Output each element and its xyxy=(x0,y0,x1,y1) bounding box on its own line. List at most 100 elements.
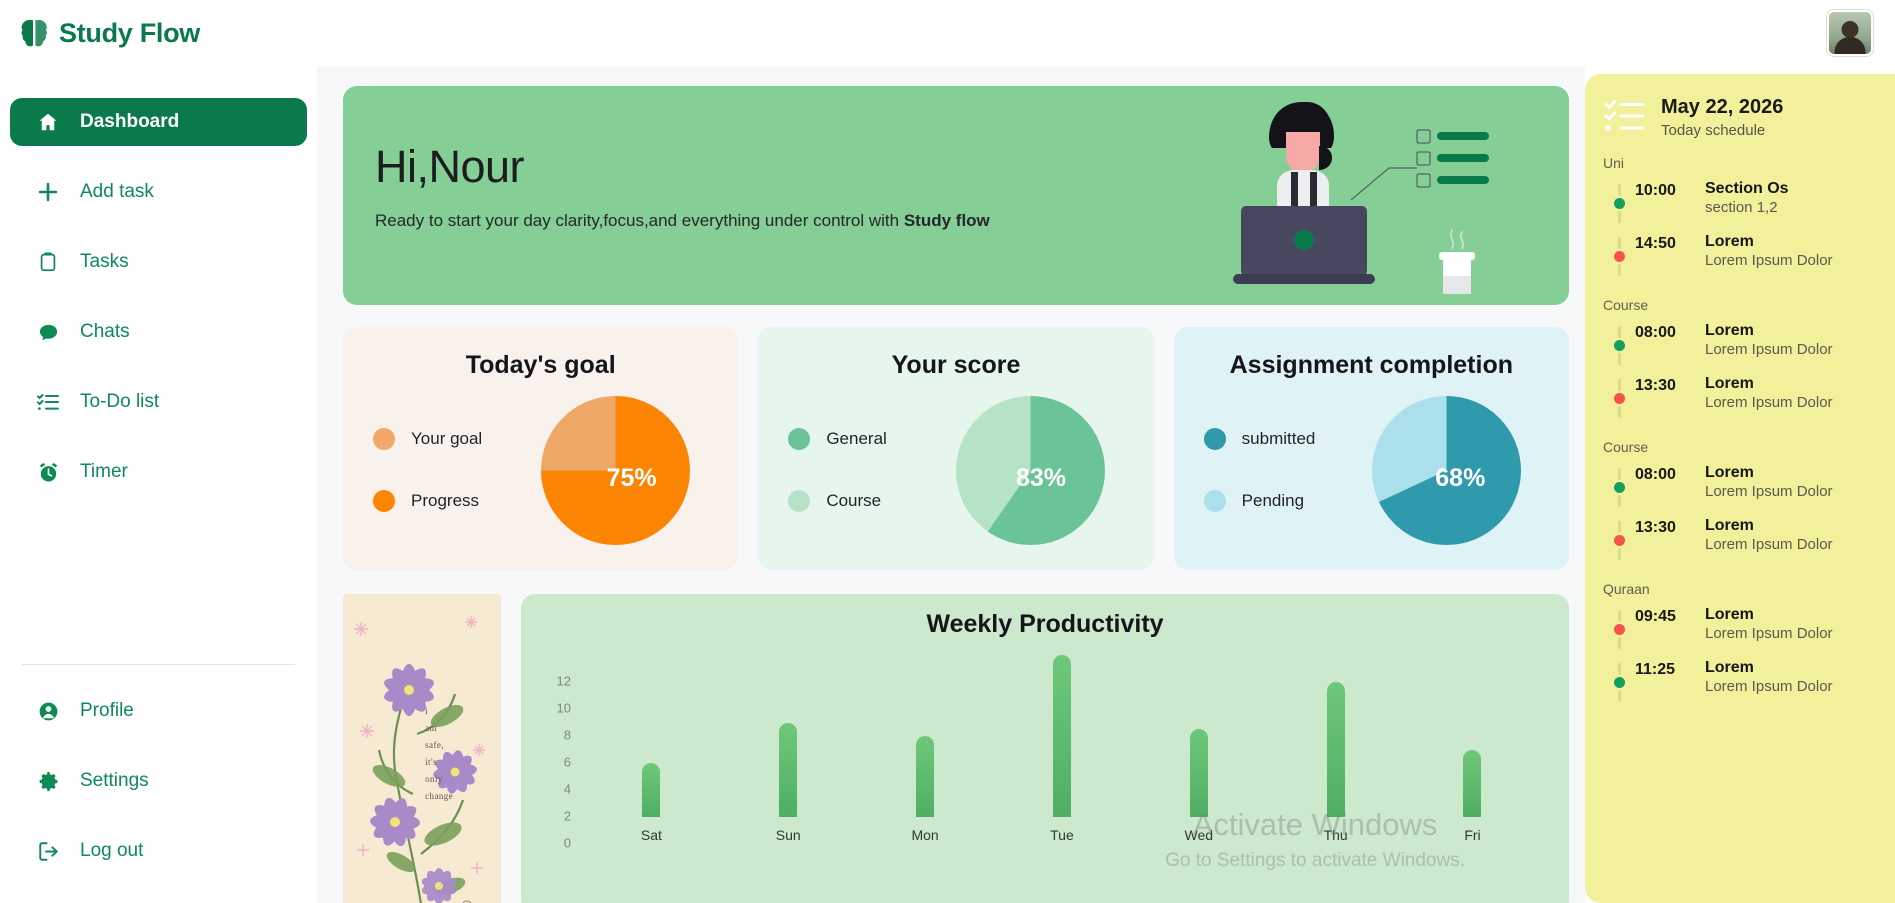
poster-line: change xyxy=(425,791,454,802)
bar-column[interactable]: Sun xyxy=(753,722,823,843)
legend-item: submitted xyxy=(1203,428,1346,450)
bar-column[interactable]: Wed xyxy=(1164,729,1234,843)
chat-bubble-icon xyxy=(36,320,60,344)
timeline-dot xyxy=(1613,482,1625,493)
legend-label: Your goal xyxy=(411,429,483,449)
sidebar-item-logout[interactable]: Log out xyxy=(10,827,307,875)
y-axis-tick: 6 xyxy=(563,754,571,770)
bar-label: Sat xyxy=(640,827,662,843)
y-axis: 12 10 8 6 4 2 0 xyxy=(541,674,575,851)
sidebar-item-add-task[interactable]: Add task xyxy=(10,168,307,216)
hero-greeting: Hi,Nour xyxy=(375,141,525,192)
schedule-item-name: Section Os xyxy=(1705,180,1789,197)
y-axis-tick: 0 xyxy=(563,835,571,851)
legend-item: Pending xyxy=(1203,490,1346,512)
schedule-item-desc: Lorem Ipsum Dolor xyxy=(1705,625,1833,642)
schedule-item[interactable]: 08:00 Lorem Lorem Ipsum Dolor xyxy=(1603,459,1875,512)
legend-label: General xyxy=(826,429,887,449)
brand-logo[interactable]: Study Flow xyxy=(20,18,200,49)
bar[interactable] xyxy=(916,736,935,817)
pie-chart-wrap: 75% xyxy=(515,395,716,545)
timeline-line xyxy=(1617,353,1621,365)
sidebar-item-label: Tasks xyxy=(80,251,129,272)
bar[interactable] xyxy=(1463,749,1482,817)
hero-subtitle-prefix: Ready to start your day clarity,focus,an… xyxy=(375,211,904,230)
schedule-item-desc: section 1,2 xyxy=(1705,199,1778,216)
sidebar-item-label: Add task xyxy=(80,181,154,202)
sidebar-item-tasks[interactable]: Tasks xyxy=(10,238,307,286)
schedule-group-label: Quraan xyxy=(1603,581,1650,597)
timeline-line xyxy=(1617,211,1621,223)
schedule-group-label: Uni xyxy=(1603,155,1625,171)
chart-title: Weekly Productivity xyxy=(926,610,1164,638)
schedule-group-label: Course xyxy=(1603,439,1649,455)
sidebar-item-timer[interactable]: Timer xyxy=(10,448,307,496)
motivational-poster: i am safe, it's only change xyxy=(343,594,501,903)
bar-column[interactable]: Tue xyxy=(1027,655,1097,843)
floral-illustration xyxy=(343,594,501,903)
timeline-dot xyxy=(1613,393,1625,404)
bar[interactable] xyxy=(1189,729,1208,817)
avatar[interactable] xyxy=(1827,10,1873,56)
schedule-item-name: Lorem xyxy=(1705,464,1754,481)
legend-dot xyxy=(788,490,811,512)
sidebar-item-todo-list[interactable]: To-Do list xyxy=(10,378,307,426)
schedule-item-time: 08:00 xyxy=(1635,324,1676,341)
schedule-item[interactable]: 13:30 Lorem Lorem Ipsum Dolor xyxy=(1603,370,1875,423)
poster-text: i am safe, it's only change xyxy=(425,703,453,806)
poster-line: i xyxy=(425,705,429,716)
hero-subtitle: Ready to start your day clarity,focus,an… xyxy=(375,211,1569,231)
schedule-item-desc: Lorem Ipsum Dolor xyxy=(1705,536,1833,553)
bar-series: Sat Sun Mon Tue Wed Thu Fri xyxy=(575,655,1549,843)
timeline-marker xyxy=(1613,322,1625,365)
coffee-cup xyxy=(1439,229,1475,294)
bar[interactable] xyxy=(779,722,798,817)
timeline-line xyxy=(1617,264,1621,276)
bar[interactable] xyxy=(642,763,661,817)
legend-item: General xyxy=(788,428,930,450)
sidebar-item-label: Profile xyxy=(80,700,134,721)
legend-item: Course xyxy=(788,490,930,512)
timeline-dot xyxy=(1613,198,1625,209)
y-axis-tick: 12 xyxy=(556,673,571,689)
schedule-item[interactable]: 09:45 Lorem Lorem Ipsum Dolor xyxy=(1603,601,1875,654)
sidebar-item-settings[interactable]: Settings xyxy=(10,757,307,805)
timeline-line xyxy=(1617,326,1621,338)
sidebar: Dashboard Add task Tasks xyxy=(0,66,317,903)
schedule-item[interactable]: 13:30 Lorem Lorem Ipsum Dolor xyxy=(1603,512,1875,565)
legend-item: Your goal xyxy=(373,428,515,450)
bar-column[interactable]: Thu xyxy=(1301,682,1371,843)
sidebar-item-label: To-Do list xyxy=(80,391,160,412)
bar-column[interactable]: Sat xyxy=(616,763,686,843)
schedule-item[interactable]: 08:00 Lorem Lorem Ipsum Dolor xyxy=(1603,317,1875,370)
poster-line: safe, xyxy=(425,739,444,750)
stat-card-body: submitted Pending 68% xyxy=(1190,380,1553,560)
sidebar-item-profile[interactable]: Profile xyxy=(10,687,307,735)
timeline-line xyxy=(1617,663,1621,675)
sidebar-item-label: Dashboard xyxy=(80,111,180,132)
sidebar-bottom-list: Profile Settings Log out xyxy=(10,687,307,903)
timeline-dot xyxy=(1613,340,1625,351)
bar-column[interactable]: Mon xyxy=(890,736,960,843)
sidebar-item-chats[interactable]: Chats xyxy=(10,308,307,356)
schedule-group: Uni 10:00 Section Os section 1,2 14:50 Lorem L… xyxy=(1603,155,1875,281)
schedule-groups: Uni 10:00 Section Os section 1,2 14:50 Lorem L… xyxy=(1603,155,1875,707)
pie-chart-wrap: 68% xyxy=(1346,395,1547,545)
stat-card-todays-goal: Today's goal Your goal Progress xyxy=(343,327,739,570)
schedule-item[interactable]: 11:25 Lorem Lorem Ipsum Dolor xyxy=(1603,654,1875,707)
y-axis-tick: 10 xyxy=(556,700,571,716)
schedule-item-text: Lorem Lorem Ipsum Dolor xyxy=(1705,322,1875,358)
schedule-item[interactable]: 14:50 Lorem Lorem Ipsum Dolor xyxy=(1603,228,1875,281)
bar[interactable] xyxy=(1326,682,1345,817)
user-circle-icon xyxy=(36,699,60,723)
schedule-header-text: May 22, 2026 Today schedule xyxy=(1661,96,1783,139)
sidebar-item-dashboard[interactable]: Dashboard xyxy=(10,98,307,146)
legend-dot xyxy=(788,428,811,450)
pie-value: 83% xyxy=(1015,463,1066,492)
brand-name: Study Flow xyxy=(59,17,200,48)
bar[interactable] xyxy=(1052,655,1071,817)
schedule-item[interactable]: 10:00 Section Os section 1,2 xyxy=(1603,175,1875,228)
bar-column[interactable]: Fri xyxy=(1437,749,1507,843)
timeline-line xyxy=(1617,237,1621,249)
legend-label: Course xyxy=(826,491,882,511)
